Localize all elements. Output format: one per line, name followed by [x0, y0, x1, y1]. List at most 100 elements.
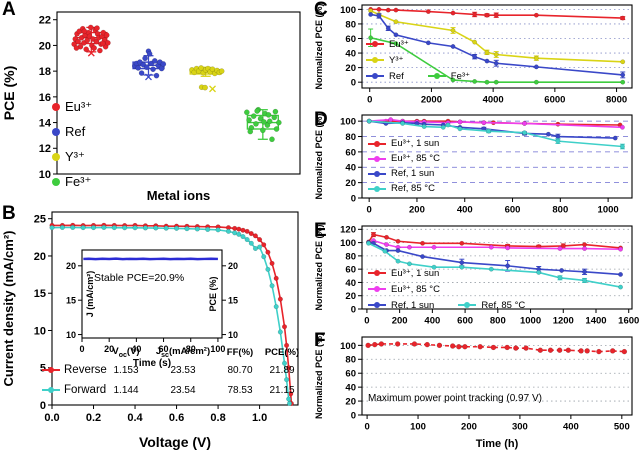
ref-1sun-line-marker-icon [368, 301, 386, 309]
plot-frame [361, 225, 633, 310]
svg-text:1400: 1400 [585, 316, 606, 327]
svg-text:1600: 1600 [618, 316, 639, 327]
x-axis-label: Metal ions [147, 188, 211, 203]
legend-label: Ref, 1 sun [391, 168, 435, 179]
svg-text:20: 20 [345, 178, 356, 189]
svg-text:100: 100 [340, 5, 356, 16]
svg-text:0: 0 [364, 422, 369, 433]
svg-text:10: 10 [34, 325, 46, 337]
svg-text:14: 14 [39, 118, 52, 130]
svg-text:80: 80 [345, 355, 356, 366]
legend-label: Eu³⁺, 1 sun [391, 267, 440, 279]
legend-item-ref-1sun: Ref, 1 sun [368, 166, 440, 181]
legend-label: Eu³⁺ [389, 38, 409, 50]
legend-item-eu: Eu³⁺ [366, 36, 470, 52]
svg-text:0.8: 0.8 [210, 412, 225, 424]
axis-ticks: 10 12 14 16 18 20 22 [39, 15, 57, 181]
svg-text:0: 0 [79, 344, 84, 354]
y-line-marker-icon [366, 56, 384, 64]
svg-text:200: 200 [392, 316, 408, 327]
jv-row-reverse: Reverse 1.153 23.53 80.70 21.89 [42, 360, 304, 380]
y-marker-icon [52, 152, 60, 161]
legend-label: Eu³⁺, 1 sun [391, 138, 440, 149]
svg-text:1000: 1000 [598, 205, 619, 216]
svg-text:0: 0 [367, 205, 372, 216]
box-group-Ref [131, 48, 167, 81]
panel-c-chart: 0 2000 4000 6000 8000 0 20 40 60 80 100 Normalized … [314, 3, 633, 106]
svg-text:60: 60 [345, 369, 356, 380]
series-Ref, 85 °C [366, 240, 623, 290]
legend-item-ref-85c: Ref, 85 °C [368, 181, 440, 196]
legend-label: Y³⁺ [389, 54, 404, 66]
svg-text:22: 22 [39, 15, 51, 27]
panel-e-legend: Eu³⁺, 1 sun Eu³⁺, 85 °C Ref, 1 sun Ref, … [368, 265, 525, 313]
legend-label: Fe³⁺ [450, 70, 471, 82]
panel-b-chart: 0.0 0.2 0.4 0.6 0.8 1.0 0 5 10 15 20 25 Voltage (V) C… [1, 211, 299, 450]
reverse-ff: 80.70 [227, 364, 253, 376]
legend-item-eu-85c: Eu³⁺, 85 °C [368, 151, 440, 166]
y-axis-label: Normalized PCE (%) [314, 333, 324, 419]
svg-text:40: 40 [345, 163, 356, 174]
panel-d-chart: 0 200 400 600 800 1000 0 20 40 60 80 100 Normalized … [314, 113, 633, 216]
panel-b-jv-curves: 0.0 0.2 0.4 0.6 0.8 1.0 0 5 10 15 20 25 Voltage (V) C… [0, 204, 312, 451]
ref-marker-icon [52, 127, 60, 136]
svg-text:20: 20 [228, 261, 238, 271]
svg-text:120: 120 [340, 225, 356, 236]
panel-a-chart: 10 12 14 16 18 20 22 Metal ions PCE (%) [1, 11, 301, 203]
axis-ticks: 0 2000 4000 6000 8000 0 20 40 60 80 100 [340, 5, 627, 106]
box-group-Y³⁺ [189, 65, 225, 93]
header-voc: Voc(V) [112, 346, 140, 359]
svg-text:80: 80 [345, 132, 356, 143]
svg-text:10: 10 [39, 169, 51, 181]
svg-text:0: 0 [364, 316, 369, 327]
fe-line-marker-icon [427, 72, 446, 80]
svg-text:600: 600 [505, 205, 521, 216]
legend-label: Fe³⁺ [65, 173, 92, 189]
svg-text:0: 0 [351, 304, 356, 315]
legend-label: Y³⁺ [65, 148, 85, 164]
legend-label: Eu³⁺ [65, 98, 93, 114]
svg-text:200: 200 [461, 422, 477, 433]
legend-label: Ref, 85 °C [391, 183, 435, 194]
eu-1sun-line-marker-icon [368, 140, 386, 148]
svg-text:0: 0 [40, 400, 46, 412]
svg-text:0: 0 [351, 78, 356, 89]
svg-text:0.6: 0.6 [169, 412, 184, 424]
plot-frame [56, 11, 301, 175]
forward-label: Forward [64, 384, 107, 396]
jv-parameters-table: Voc(V) Jsc(mA/cm²) FF(%) PCE(%) Reverse … [42, 345, 304, 400]
svg-text:20: 20 [66, 261, 76, 271]
ref-85c-line-marker-icon [458, 301, 477, 309]
svg-text:80: 80 [345, 251, 356, 262]
jv-table-header: Voc(V) Jsc(mA/cm²) FF(%) PCE(%) [42, 345, 304, 360]
fe-marker-icon [52, 177, 60, 186]
svg-text:100: 100 [340, 341, 356, 352]
ref-85c-line-marker-icon [368, 185, 386, 193]
ref-line-marker-icon [366, 72, 384, 80]
svg-text:100: 100 [340, 117, 356, 128]
legend-label: Eu³⁺, 85 °C [391, 153, 440, 164]
reverse-line-marker-icon [42, 366, 60, 374]
eu-85c-line-marker-icon [368, 285, 386, 293]
legend-item-ref: Ref [366, 68, 404, 84]
legend-label: Ref, 85 °C [481, 299, 526, 311]
mpp-annotation: Maximum power point tracking (0.97 V) [368, 393, 542, 404]
svg-text:600: 600 [457, 316, 473, 327]
legend-label: Ref, 1 sun [391, 299, 435, 311]
svg-text:0: 0 [367, 95, 372, 106]
panel-f-chart: 0 100 200 300 400 500 0 20 40 60 80 100 Time (h) Norm… [314, 333, 633, 450]
box-group-Eu³⁺ [71, 24, 111, 57]
reverse-voc: 1.153 [113, 364, 139, 376]
series-Ref, 85 °C [366, 118, 625, 150]
panel-b-inset: 0 20 40 60 80 100 10 15 20 10 15 20 Time (s) J (mA/cm… [56, 244, 248, 370]
svg-text:60: 60 [345, 265, 356, 276]
series-Forward [49, 224, 293, 407]
svg-text:800: 800 [552, 205, 568, 216]
y-axis-label: PCE (%) [1, 66, 17, 120]
y-axis-label: J (mA/cm²) [85, 271, 95, 318]
svg-text:40: 40 [345, 48, 356, 59]
svg-text:1000: 1000 [520, 316, 541, 327]
svg-text:100: 100 [210, 344, 225, 354]
